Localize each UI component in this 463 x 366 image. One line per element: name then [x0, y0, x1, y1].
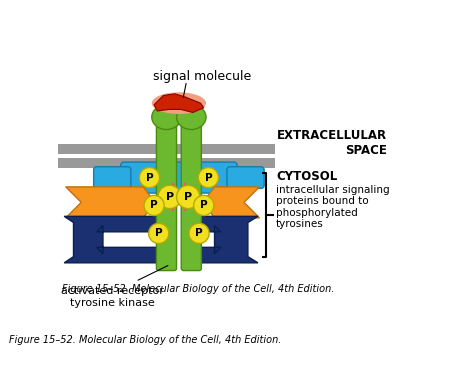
Circle shape — [176, 185, 200, 209]
Text: P: P — [184, 192, 192, 202]
Text: Figure 15–52. Molecular Biology of the Cell, 4th Edition.: Figure 15–52. Molecular Biology of the C… — [9, 335, 281, 345]
Text: P: P — [155, 228, 162, 238]
Circle shape — [148, 223, 169, 243]
Bar — [58, 144, 275, 154]
Text: P: P — [165, 192, 173, 202]
Text: P: P — [200, 201, 207, 210]
Polygon shape — [64, 216, 160, 263]
Text: P: P — [195, 228, 202, 238]
Circle shape — [193, 195, 213, 216]
Polygon shape — [197, 216, 257, 263]
Text: intracellular signaling
proteins bound to
phosphorylated
tyrosines: intracellular signaling proteins bound t… — [275, 184, 388, 229]
FancyBboxPatch shape — [156, 109, 176, 270]
Text: P: P — [150, 201, 157, 210]
Text: P: P — [204, 173, 212, 183]
FancyBboxPatch shape — [226, 167, 263, 188]
Text: signal molecule: signal molecule — [153, 70, 251, 83]
Bar — [58, 158, 275, 168]
Text: EXTRACELLULAR
SPACE: EXTRACELLULAR SPACE — [276, 129, 386, 157]
Circle shape — [198, 168, 218, 188]
FancyBboxPatch shape — [94, 167, 131, 188]
FancyBboxPatch shape — [161, 111, 196, 123]
Ellipse shape — [151, 105, 181, 130]
Circle shape — [139, 168, 159, 188]
Circle shape — [188, 223, 209, 243]
Ellipse shape — [176, 105, 206, 130]
Circle shape — [144, 195, 164, 216]
Text: P: P — [145, 173, 153, 183]
Text: CYTOSOL: CYTOSOL — [276, 170, 337, 183]
FancyBboxPatch shape — [181, 109, 201, 270]
Polygon shape — [154, 94, 203, 112]
Polygon shape — [202, 187, 259, 218]
FancyBboxPatch shape — [120, 162, 237, 193]
Polygon shape — [66, 187, 155, 218]
Ellipse shape — [151, 92, 206, 114]
Circle shape — [157, 185, 181, 209]
Text: Figure 15–52. Molecular Biology of the Cell, 4th Edition.: Figure 15–52. Molecular Biology of the C… — [62, 284, 333, 294]
Text: activated receptor
tyrosine kinase: activated receptor tyrosine kinase — [61, 286, 163, 308]
